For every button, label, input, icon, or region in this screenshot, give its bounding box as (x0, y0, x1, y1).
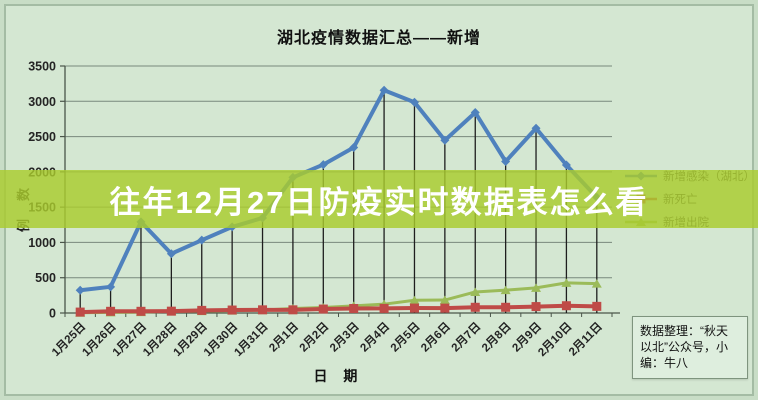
x-axis-title: 日 期 (313, 368, 364, 384)
data-source-note-line: 编：牛八 (640, 356, 689, 371)
headline-overlay-text: 往年12月27日防疫实时数据表怎么看 (109, 184, 649, 220)
svg-text:1月31日: 1月31日 (232, 320, 271, 359)
svg-text:3000: 3000 (28, 95, 56, 109)
data-source-note-line: 以北”公众号，小 (640, 340, 728, 355)
svg-text:3500: 3500 (28, 60, 56, 74)
svg-text:2月11日: 2月11日 (566, 320, 605, 359)
data-source-note-line: 数据整理：“秋天 (640, 324, 728, 338)
svg-text:2月6日: 2月6日 (418, 320, 453, 355)
svg-text:2500: 2500 (28, 130, 56, 144)
svg-text:2月5日: 2月5日 (388, 320, 423, 355)
svg-text:2月2日: 2月2日 (297, 320, 332, 355)
svg-text:0: 0 (49, 307, 56, 321)
chart-title: 湖北疫情数据汇总——新增 (276, 30, 481, 47)
data-source-note: 数据整理：“秋天 以北”公众号，小 编：牛八 (632, 316, 748, 379)
svg-text:2月1日: 2月1日 (267, 320, 302, 355)
svg-text:2月4日: 2月4日 (358, 320, 393, 355)
headline-overlay-band: 往年12月27日防疫实时数据表怎么看 (0, 170, 758, 228)
svg-text:500: 500 (35, 271, 56, 285)
svg-text:2月10日: 2月10日 (536, 320, 575, 359)
svg-text:2月8日: 2月8日 (479, 320, 514, 355)
svg-text:1000: 1000 (28, 236, 56, 250)
svg-text:2月7日: 2月7日 (449, 320, 484, 355)
svg-text:2月3日: 2月3日 (327, 320, 362, 355)
